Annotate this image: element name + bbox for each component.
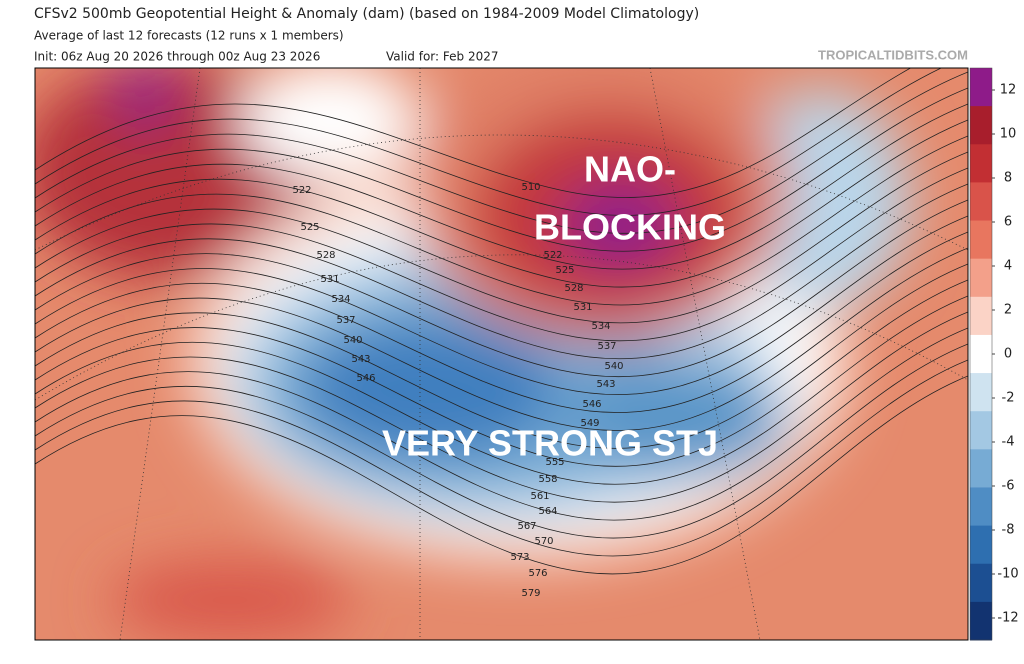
colorbar-swatch — [970, 411, 992, 450]
contour-line — [35, 375, 968, 575]
colorbar-swatch — [970, 601, 992, 641]
contour-line — [35, 183, 968, 360]
contour-line — [35, 359, 968, 557]
colorbar-swatch — [970, 68, 992, 107]
contour-line — [35, 71, 968, 234]
contour-line — [35, 295, 968, 485]
contour-line — [35, 311, 968, 503]
contour-line — [35, 103, 968, 270]
contour-line — [35, 327, 968, 521]
colorbar-swatch — [970, 258, 992, 298]
colorbar-tick-label: -6 — [1002, 479, 1015, 494]
valid-time: Valid for: Feb 2027 — [386, 50, 498, 64]
contour-label: 567 — [517, 521, 536, 532]
contour-label: 579 — [521, 588, 540, 599]
contour-label: 510 — [521, 182, 540, 193]
colorbar-tick-label: -8 — [1002, 523, 1015, 538]
colorbar-tick-label: 6 — [1004, 215, 1012, 230]
contour-label: 531 — [320, 274, 339, 285]
annotation: BLOCKING — [534, 207, 726, 248]
contour-line — [35, 151, 968, 324]
contour-line — [35, 135, 968, 306]
contour-label: 531 — [573, 302, 592, 313]
contour-line — [35, 215, 968, 395]
contour-label: 543 — [351, 354, 370, 365]
colorbar-tick-label: 0 — [1004, 347, 1012, 362]
contour-label: 570 — [534, 536, 553, 547]
colorbar-tick-label: 8 — [1004, 171, 1012, 186]
colorbar: 12 10 8 6 4 2 0 -2 -4 -6 -8 -10 -12 — [969, 67, 1019, 641]
watermark: TROPICALTIDBITS.COM — [818, 47, 968, 62]
contour-label: 534 — [591, 321, 610, 332]
contour-label: 528 — [316, 250, 335, 261]
graticule — [35, 68, 968, 640]
contour-label: 543 — [596, 379, 615, 390]
colorbar-tick-label: -12 — [997, 611, 1018, 626]
contour-line — [35, 247, 968, 431]
colorbar-tick-label: -2 — [1002, 391, 1015, 406]
contour-line — [35, 279, 968, 467]
contour-label: 549 — [580, 418, 599, 429]
colorbar-tick-label: 12 — [1000, 83, 1017, 98]
annotation: VERY STRONG STJ — [382, 423, 718, 464]
colorbar-swatch — [970, 373, 992, 412]
colorbar-swatch — [970, 525, 992, 565]
contour-label: 576 — [528, 568, 547, 579]
colorbar-swatch — [970, 563, 992, 603]
colorbar-tick-label: 10 — [1000, 127, 1017, 142]
map — [35, 68, 968, 640]
contour-label: 522 — [543, 250, 562, 261]
map-frame — [34, 67, 969, 641]
contour-label: 525 — [555, 265, 574, 276]
contour-line — [35, 263, 968, 449]
colorbar-swatch — [970, 182, 992, 222]
contour-label: 540 — [343, 335, 362, 346]
colorbar-swatch — [970, 106, 992, 145]
colorbar-tick-label: 4 — [1004, 259, 1012, 274]
contour-label: 537 — [597, 341, 616, 352]
contour-label: 537 — [336, 315, 355, 326]
contour-label: 534 — [331, 294, 350, 305]
contour-line — [35, 199, 968, 377]
contour-line — [35, 68, 943, 216]
contour-line — [35, 68, 912, 198]
init-time: Init: 06z Aug 20 2026 through 00z Aug 23… — [34, 50, 320, 64]
contour-line — [35, 343, 968, 539]
contour-label: 540 — [604, 361, 623, 372]
contour-label: 546 — [356, 373, 375, 384]
colorbar-tick-label: -10 — [997, 567, 1018, 582]
colorbar-swatch — [970, 220, 992, 260]
title: CFSv2 500mb Geopotential Height & Anomal… — [34, 6, 699, 22]
contour-label: 522 — [292, 185, 311, 196]
contours — [35, 68, 968, 575]
contour-label: 573 — [510, 552, 529, 563]
contour-line — [35, 231, 968, 413]
contour-label: 525 — [300, 222, 319, 233]
contour-labels: 522 525 528 531 534 537 540 543 546 510 522 525 528 5… — [292, 182, 623, 599]
colorbar-tick-label: -4 — [1002, 435, 1015, 450]
colorbar-swatch — [970, 296, 992, 336]
colorbar-swatch — [970, 334, 992, 374]
contour-label: 561 — [530, 491, 549, 502]
contour-label: 546 — [582, 399, 601, 410]
colorbar-tick-label: 2 — [1004, 303, 1012, 318]
contour-line — [35, 167, 968, 342]
contour-line — [35, 87, 968, 252]
contour-label: 528 — [564, 283, 583, 294]
subtitle: Average of last 12 forecasts (12 runs x … — [34, 29, 344, 43]
colorbar-swatch — [970, 487, 992, 527]
contour-label: 558 — [538, 474, 557, 485]
colorbar-swatch — [970, 144, 992, 183]
contour-label: 555 — [545, 457, 564, 468]
contour-label: 564 — [538, 506, 557, 517]
annotation: NAO- — [584, 149, 676, 190]
colorbar-swatch — [970, 449, 992, 488]
